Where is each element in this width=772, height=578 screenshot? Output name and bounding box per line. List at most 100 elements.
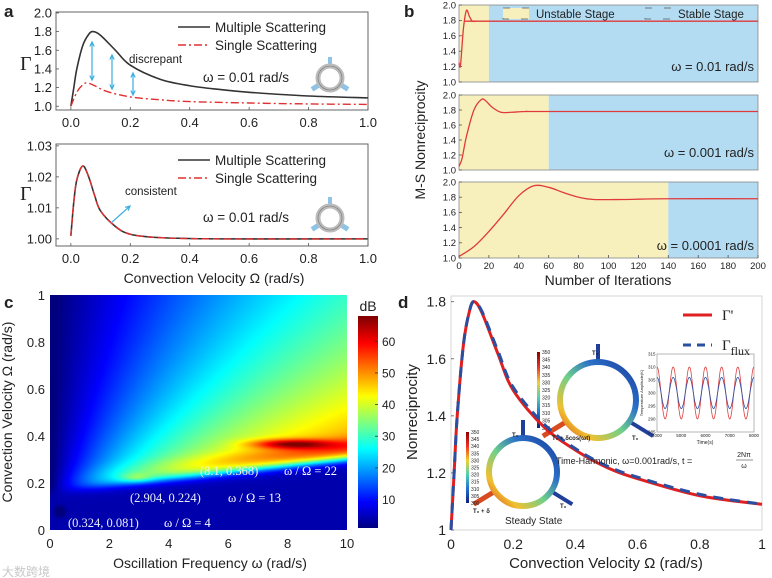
series-single-scattering [70, 165, 369, 240]
y-tick-label: 1.8 [443, 193, 456, 204]
ring-outline [317, 65, 343, 91]
x-tick-label: 0 [447, 536, 455, 552]
c-peak3-ratio: ω / Ω = 22 [284, 464, 337, 478]
ring-schematic-icon [310, 57, 350, 93]
y-tick-label: 1.2 [443, 238, 456, 249]
x-tick-label: 140 [660, 261, 676, 272]
d-ring2-t0-delta: T₀ + δ [473, 509, 490, 515]
y-tick-label: 0.8 [27, 335, 45, 350]
colorbar-tick-label: 60 [382, 335, 396, 349]
c-peak2-ratio: ω / Ω = 13 [228, 491, 281, 505]
y-tick-label: 1.6 [443, 31, 456, 42]
y-tick-label: 0.6 [27, 382, 45, 397]
colorbar-tick-label: 50 [382, 366, 396, 380]
y-tick-label: 1.8 [443, 16, 456, 27]
a-top-ylabel: Γ [20, 53, 32, 75]
colorbar-tick-label: 20 [382, 461, 396, 475]
y-tick-label: 2.0 [443, 177, 456, 188]
x-tick-label: 6 [225, 536, 232, 551]
d-ring1-t0-cos: T₀ + δcos(ωt) [552, 436, 590, 442]
legend-swatch-unstable [502, 7, 530, 20]
y-tick-label: 1.01 [27, 200, 52, 215]
heatmap-image [50, 295, 347, 530]
a-bottom-legend-single: Single Scattering [215, 171, 317, 186]
inset-y-tick-label: 290 [648, 417, 656, 422]
y-tick-label: 1.0 [443, 77, 456, 88]
inset-y-tick-label: 295 [648, 404, 656, 409]
x-tick-label: 10 [340, 536, 354, 551]
colorbar-label: dB [359, 298, 376, 314]
y-tick-label: 1.4 [443, 223, 456, 234]
b-plot-frame [458, 4, 759, 83]
colorbar-gradient [358, 316, 378, 528]
inset-x-tick-label: 8000 [749, 433, 760, 438]
y-tick-label: 0.4 [27, 429, 45, 444]
ring-schematic-icon [310, 197, 350, 233]
b-ylabel: M-S Nonreciprocity [412, 80, 428, 199]
y-tick-label: 1.6 [443, 120, 456, 131]
inset-x-tick-label: 6000 [700, 433, 711, 438]
inset-colorbar-tick: 335 [542, 373, 551, 379]
inset-colorbar-tick: 350 [471, 430, 480, 436]
a-xlabel: Convection Velocity Ω (rad/s) [124, 270, 305, 286]
nonreciprocity-curve [458, 98, 758, 167]
colorbar-tick-label: 30 [382, 430, 396, 444]
x-tick-label: 0.6 [240, 251, 258, 266]
a-top-annotation-discrepant: discrepant [129, 54, 183, 66]
y-tick-label: 1.8 [34, 24, 52, 39]
x-tick-label: 0.4 [566, 536, 586, 552]
inset-x-tick-label: 5000 [676, 433, 687, 438]
y-tick-label: 1.6 [34, 43, 52, 58]
y-tick-label: 1.2 [427, 465, 447, 481]
y-tick-label: 0 [38, 523, 45, 538]
x-tick-label: 0 [46, 536, 53, 551]
consistent-arrow-icon [110, 205, 131, 224]
y-tick-label: 1.8 [443, 105, 456, 116]
unstable-stage-region [459, 5, 489, 82]
inset-y-tick-label: 300 [648, 391, 656, 396]
y-tick-label: 1 [38, 288, 45, 303]
x-tick-label: 1.0 [359, 251, 377, 266]
inset-colorbar-tick: 305 [471, 494, 480, 500]
y-tick-label: 1.8 [427, 294, 447, 310]
inset-x-tick-label: 4000 [652, 433, 663, 438]
d-inset-ylabel: Temperature Amplitude(K) [639, 369, 644, 416]
watermark-logo: 大数跨境 [2, 564, 50, 578]
x-tick-label: 0.0 [62, 115, 80, 130]
inset-colorbar-tick: 325 [471, 466, 480, 472]
arrowhead-icon [89, 75, 95, 82]
a-top-legend-single: Single Scattering [215, 38, 317, 53]
x-tick-label: 120 [630, 261, 646, 272]
y-tick-label: 1.2 [443, 150, 456, 161]
a-top-legend-multiple: Multiple Scattering [215, 20, 326, 35]
c-peak1-ratio: ω / Ω = 4 [164, 516, 212, 530]
d-ring2-t0-top: T₀ [512, 433, 519, 439]
x-tick-label: 0.8 [300, 251, 318, 266]
x-tick-label: 100 [601, 261, 617, 272]
inset-colorbar-tick: 305 [542, 418, 551, 424]
x-tick-label: 0.2 [121, 251, 139, 266]
inset-colorbar-tick: 325 [542, 388, 551, 394]
d-ring2-t0-right: T₀ [560, 504, 567, 510]
x-tick-label: 0.2 [503, 536, 523, 552]
nonreciprocity-curve [458, 184, 759, 258]
colorbar-tick-label: 40 [382, 398, 396, 412]
x-tick-label: 4 [165, 536, 172, 551]
inset-colorbar-tick: 300 [471, 501, 480, 507]
y-tick-label: 1.6 [427, 351, 447, 367]
series-gamma-prime [449, 300, 763, 531]
inset-y-tick-label: 305 [648, 378, 656, 383]
y-tick-label: 2.0 [34, 5, 52, 20]
a-bottom-annotation-omega: ω = 0.01 rad/s [203, 210, 289, 225]
y-tick-label: 1.4 [427, 408, 447, 424]
inset-colorbar-tick: 315 [542, 403, 551, 409]
stable-stage-region [548, 95, 758, 170]
x-tick-label: 0 [456, 261, 461, 272]
c-peak1-coords: (0.324, 0.081) [68, 516, 139, 530]
gamma-symbol: Γ [722, 338, 731, 354]
inset-colorbar-tick: 340 [542, 365, 551, 371]
x-tick-label: 0.6 [240, 115, 258, 130]
steady-state-ring-icon [472, 420, 574, 509]
y-tick-label: 1.2 [443, 62, 456, 73]
inset-colorbar-tick: 315 [471, 480, 480, 486]
